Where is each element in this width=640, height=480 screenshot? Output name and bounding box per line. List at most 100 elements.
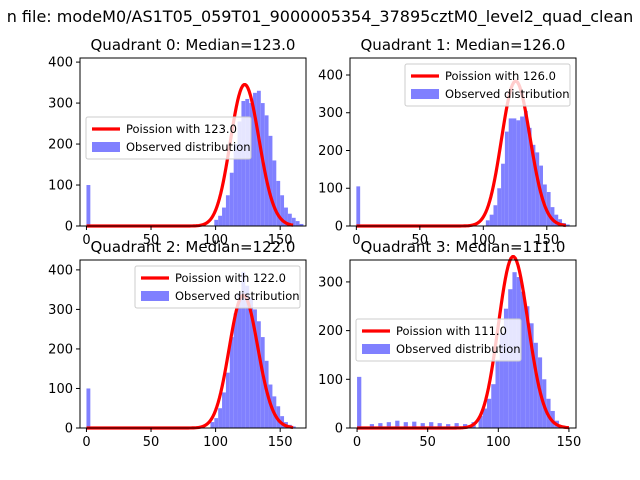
x-tick-label: 100 [471,233,496,248]
chart-title: Quadrant 1: Median=126.0 [361,36,566,54]
histogram-bar [508,118,513,226]
histogram-bar [256,321,261,428]
histogram-bar [482,408,488,428]
legend: Poission with 123.0 Observed distribution [85,116,252,160]
histogram-bar [245,285,250,428]
histogram-bar [429,422,434,428]
histogram-bar [523,110,528,226]
histogram-bar [412,421,417,428]
y-tick-label: 0 [335,220,343,235]
y-tick-label: 100 [48,179,73,194]
x-tick-label: 100 [203,233,228,248]
legend-hist-label: Observed distribution [396,342,521,356]
x-tick-label: 150 [557,435,582,450]
histogram-bar [565,224,570,226]
legend-fit-label: Poission with 111.0 [396,324,507,338]
histogram-bar [256,90,261,226]
histogram-bar [295,221,300,226]
y-tick-label: 300 [318,275,343,290]
legend-box [355,318,522,362]
x-tick-label: 0 [352,233,360,248]
histogram-bar [241,101,246,226]
legend-box [85,116,252,160]
legend-hist-swatch [92,142,120,152]
histogram-bar [287,213,292,226]
legend-fit-label: Poission with 123.0 [126,122,237,136]
histogram-bar [291,426,296,428]
histogram-bar [86,185,91,226]
y-tick-label: 200 [48,138,73,153]
histogram-bar [233,144,238,226]
histogram-bar [533,342,538,428]
chart-title: Quadrant 0: Median=123.0 [91,36,296,54]
y-tick-label: 200 [318,144,343,159]
histogram-bar [222,392,226,428]
axes-frame [79,57,307,227]
y-tick-label: 400 [48,263,73,278]
x-tick-label: 100 [486,435,511,450]
legend-box [134,265,301,309]
histogram-bar [357,376,362,428]
histogram-bar [529,323,534,428]
histogram-bar [554,214,559,226]
chart-title: Quadrant 2: Median=122.0 [91,238,296,256]
histogram-bar [280,195,285,226]
quadrant-3-chart: Quadrant 3: Median=111.0 0 50 100 150 0 100 200… [318,238,581,450]
y-tick-label: 300 [318,106,343,121]
y-tick-label: 0 [65,220,73,235]
histogram-bar [237,121,242,226]
legend: Poission with 126.0 Observed distribution [404,63,571,107]
x-tick-label: 50 [419,435,436,450]
histogram-bar [499,333,504,428]
x-tick-label: 50 [143,435,160,450]
y-tick-label: 100 [48,382,73,397]
x-tick-label: 150 [268,233,293,248]
legend-hist-label: Observed distribution [126,140,251,154]
legend-hist-label: Observed distribution [175,289,300,303]
y-tick-label: 0 [335,422,343,437]
histogram-bar [276,180,281,226]
legend-hist-swatch [362,344,390,354]
y-tick-label: 200 [48,342,73,357]
histogram-bar [284,207,288,226]
histogram-bar [487,398,492,428]
histogram-bar [437,423,442,428]
histogram-bar [386,422,391,428]
histogram-bar [454,423,459,428]
histogram-bar [249,103,254,226]
quadrant-2-chart: Quadrant 2: Median=122.0 0 50 100 150 0 100 200… [48,238,307,450]
histogram-bar [225,195,230,226]
histogram-bar [485,220,490,226]
quadrant-0-chart: Quadrant 0: Median=123.0 0 50 100 150 0 100 200… [48,36,307,248]
legend-hist-swatch [141,291,169,301]
x-tick-label: 50 [143,233,160,248]
histogram-bar [491,384,496,428]
histogram-bar [446,424,451,428]
histogram-bar [253,92,257,226]
histogram-bar [495,359,500,428]
histogram-bar [268,135,273,226]
histogram-bar [531,144,536,226]
legend-fit-label: Poission with 122.0 [175,271,286,285]
histogram-bar [504,131,509,226]
histogram-bar [503,308,509,428]
histogram-bar [225,372,230,428]
histogram-bar [214,418,219,428]
histogram-bar [229,172,234,226]
histogram-bar [222,207,226,226]
legend-fit-label: Poission with 126.0 [445,69,556,83]
x-tick-label: 150 [534,233,559,248]
x-tick-label: 50 [412,233,429,248]
legend-hist-swatch [411,89,439,99]
y-tick-label: 200 [318,324,343,339]
histogram-bar [478,415,483,428]
quadrant-1-chart: Quadrant 1: Median=126.0 0 50 100 150 0 100 200… [318,36,577,248]
x-tick-label: 0 [353,435,361,450]
y-tick-label: 400 [318,68,343,83]
histogram-bar [229,337,234,428]
histogram-bar [520,291,526,428]
histogram-bar [550,207,555,226]
histogram-bar [395,420,400,428]
axes-frame [79,259,307,429]
histogram-bar [535,152,540,226]
